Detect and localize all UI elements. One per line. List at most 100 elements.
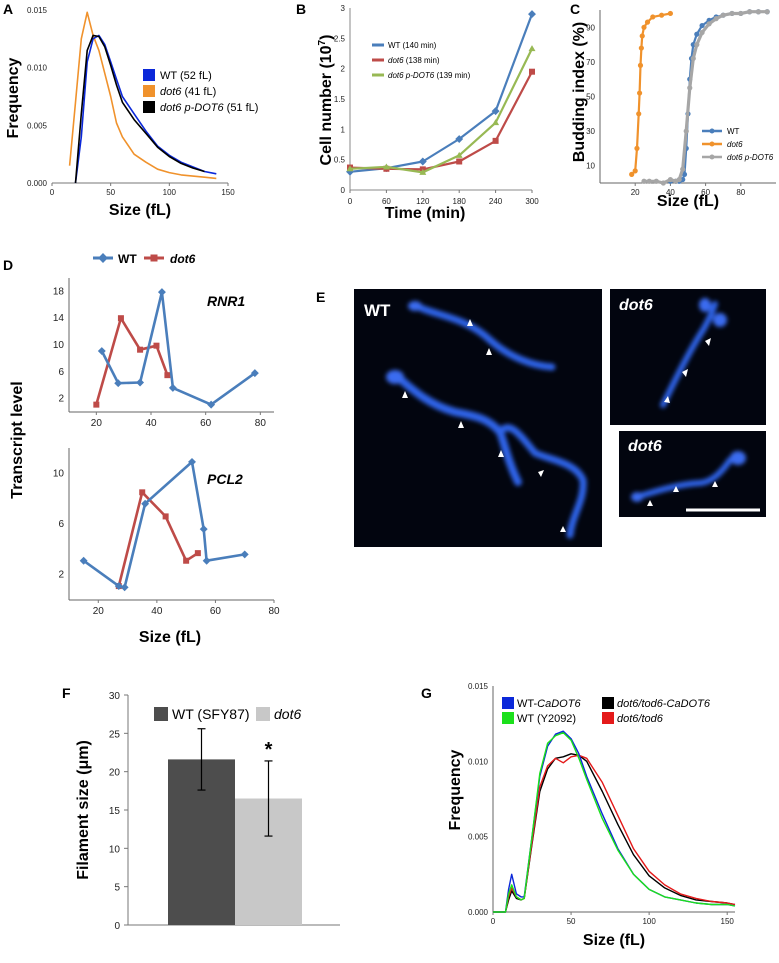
panel-c-legend: WT dot6 dot6 p-DOT6 [702, 127, 774, 162]
series-line-pdot6-point [528, 45, 536, 52]
micrograph-dot6-top-arrows [664, 338, 711, 403]
B-xtick-label: 180 [453, 197, 467, 206]
series-line-wt-point [168, 383, 177, 392]
F-ytick-label: 10 [109, 844, 121, 855]
panel-a-lines [68, 11, 217, 184]
series-line-wt-y2092 [493, 732, 736, 913]
legend-swatch-dot6 [143, 85, 155, 97]
F-ytick-label: 30 [109, 691, 121, 702]
series-line-pdot6-point [720, 12, 726, 18]
legend-label-dot6-c: dot6 [727, 140, 743, 149]
panel-b-xlabel: Time (min) [385, 205, 466, 222]
panel-f-yticks: 0 5 10 15 20 25 30 [109, 691, 128, 932]
series-line-dot6-point [632, 168, 638, 174]
C-ytick-label: 90 [586, 23, 595, 32]
A-ytick-label: 0.000 [27, 179, 48, 188]
series-line-dot6-point [137, 346, 144, 353]
series-line-wt-point [188, 457, 196, 466]
D2-xtick-label: 40 [151, 606, 163, 617]
series-line-pdot6-point [653, 178, 659, 184]
B-xtick-label: 60 [382, 197, 391, 206]
panel-a-yticks: 0.000 0.005 0.010 0.015 [27, 6, 48, 188]
panel-g-xticks: 0 50 100 150 [491, 912, 735, 926]
legend-label-wt: WT (52 fL) [160, 70, 212, 82]
hypha-dot6-2 [637, 457, 733, 499]
series-line-dot6-point [529, 68, 535, 75]
panel-d-rnr1-yticks: 2 6 10 14 18 [53, 286, 65, 404]
C-ytick-label: 10 [586, 162, 595, 171]
panel-b-yticks: 0 0.5 1 1.5 2 2.5 3 [334, 4, 346, 195]
legend-swatch-wtca-g [502, 697, 514, 709]
A-xtick-label: 100 [163, 188, 177, 197]
F-ytick-label: 5 [114, 883, 120, 894]
D1-xtick-label: 20 [91, 418, 103, 429]
panel-d-pcl2-yticks: 2 6 10 [53, 468, 65, 580]
series-line-dot6-point [644, 19, 651, 25]
micrograph-dot6-bottom-hyphae [631, 451, 746, 502]
series-line-wt-point [681, 171, 688, 177]
legend-label-dot6: dot6 (41 fL) [160, 86, 216, 98]
series-line-wt-point [240, 550, 249, 559]
micrograph-wt-arrows [402, 319, 566, 532]
legend-label-todca-g: dot6/tod6-CaDOT6 [617, 698, 711, 710]
panel-g-yticks: 0.000 0.005 0.010 0.015 [468, 682, 489, 917]
B-ytick-label: 1 [341, 125, 346, 134]
panel-c-ylabel: Budding index (%) [571, 22, 588, 162]
C-xtick-label: 60 [701, 188, 710, 197]
D2-ytick-label: 10 [53, 468, 65, 479]
D1-ytick-label: 14 [53, 313, 65, 324]
panel-d-ylabel: Transcript level [9, 381, 26, 498]
series-line-dot6-point [637, 62, 644, 68]
significance-asterisk: * [265, 739, 273, 761]
series-line-dot6-point [492, 137, 499, 144]
septum-arrow [560, 526, 566, 532]
series-line-pdot6-point [660, 180, 666, 186]
D1-ytick-label: 6 [58, 367, 64, 378]
septum-arrow [682, 369, 688, 377]
panel-f-bars: * [168, 728, 302, 925]
legend-label-wt-d: WT [118, 252, 137, 266]
series-line-pdot6 [349, 48, 533, 174]
B-xtick-label: 120 [416, 197, 430, 206]
series-line-dot6-point [139, 489, 146, 496]
D2-ytick-label: 6 [58, 519, 64, 530]
legend-label-tod-g: dot6/tod6 [617, 713, 664, 725]
micrograph-dot6-top-label: dot6 [619, 297, 653, 314]
septum-arrow [664, 396, 670, 403]
C-xtick-label: 40 [666, 188, 675, 197]
series-line-pdot6-point [687, 85, 693, 91]
series-line-pdot6-point [641, 178, 647, 184]
panel-a-xticks: 0 50 100 150 [50, 183, 235, 197]
series-line-pdot6-point [492, 119, 500, 126]
panel-d-xlabel: Size (fL) [139, 629, 201, 646]
legend-marker-pdot6-c [709, 154, 715, 160]
series-line-pdot6-point [683, 128, 689, 134]
micrograph-wt-label: WT [364, 301, 391, 320]
series-line-dot6-point [659, 12, 665, 18]
B-ytick-label: 0.5 [334, 156, 346, 165]
panel-b-lines [346, 10, 536, 176]
panel-d-rnr1-lines [93, 288, 259, 409]
panel-e: E WT [316, 289, 766, 547]
panel-c-lines [629, 9, 770, 186]
septum-arrow [538, 470, 544, 477]
series-line-pdot6-point [680, 166, 686, 172]
G-xtick-label: 150 [721, 917, 735, 926]
series-line-wt-point [136, 378, 145, 387]
series-line-dot6-point [456, 158, 463, 165]
series-line-dot6-point [117, 315, 124, 322]
G-ytick-label: 0.010 [468, 757, 489, 766]
series-line-pdot6-point [738, 10, 744, 17]
G-xtick-label: 0 [491, 917, 496, 926]
D2-ytick-label: 2 [58, 570, 64, 581]
panel-g-xlabel: Size (fL) [583, 932, 645, 949]
C-ytick-label: 30 [586, 127, 595, 136]
series-line-wt-cadot6 [493, 730, 736, 913]
legend-swatch-wt [143, 69, 155, 81]
series-line-dot6-point [667, 10, 674, 17]
series-line-dot6-point [93, 401, 100, 408]
D1-ytick-label: 10 [53, 340, 65, 351]
series-line-dot6-point [162, 513, 169, 520]
panel-g: G 0.000 0.005 0.010 0.015 0 50 100 150 Frequen… [421, 682, 736, 949]
